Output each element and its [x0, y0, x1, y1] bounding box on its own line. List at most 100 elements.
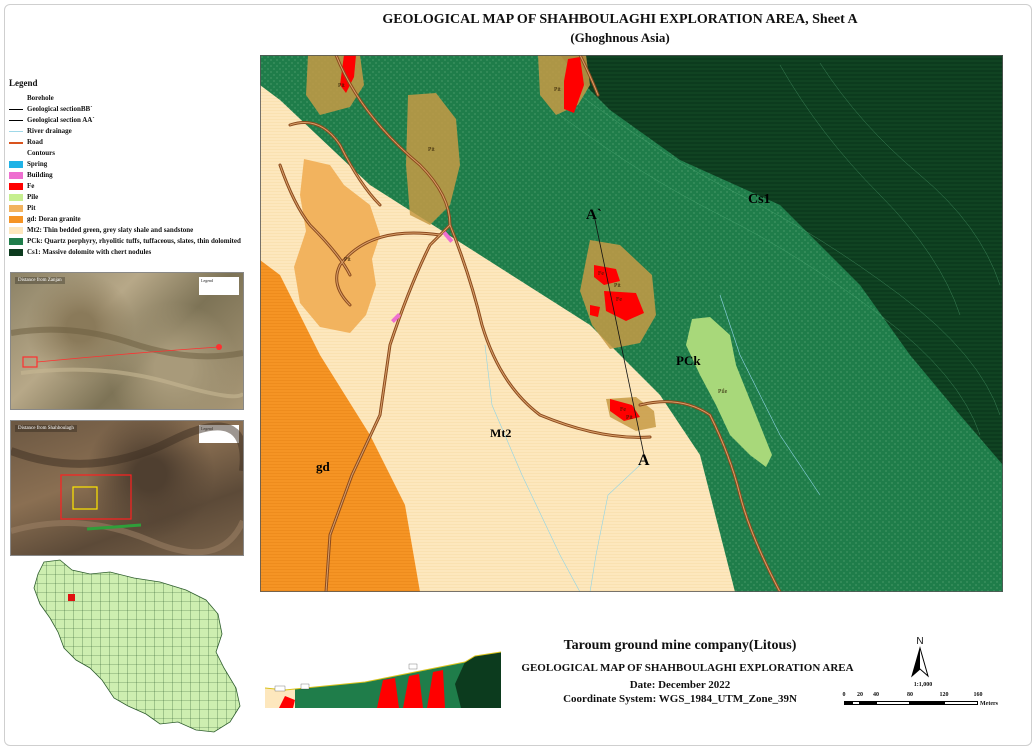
legend-swatch — [9, 194, 23, 201]
legend-swatch — [9, 139, 23, 146]
legend-title: Legend — [9, 78, 38, 88]
legend-item-label: PCk: Quartz porphyry, rhyolitic tuffs, t… — [27, 237, 241, 245]
coordinate-system: Coordinate System: WGS_1984_UTM_Zone_39N — [563, 693, 797, 705]
pit-label: Pit — [614, 283, 621, 289]
scale-unit: Meters — [980, 701, 998, 707]
label-cs1: Cs1 — [748, 192, 771, 207]
map-neatline — [260, 55, 1003, 592]
legend-item: Building — [9, 170, 249, 181]
legend-swatch — [9, 106, 23, 113]
legend-swatch — [9, 128, 23, 135]
section-fe — [279, 696, 295, 708]
geological-map: A` A Cs1 PCk Mt2 gd Pit Pit Pit Pit Pit … — [260, 55, 1003, 592]
legend-item: Road — [9, 137, 249, 148]
scale-tick-label: 0 — [842, 692, 846, 698]
legend-swatch — [9, 249, 23, 256]
legend-swatch — [9, 150, 23, 157]
legend-items: Borehole Geological sectionBB` Geological … — [9, 93, 249, 258]
legend-swatch — [9, 95, 23, 102]
geological-map-svg: A` A Cs1 PCk Mt2 gd Pit Pit Pit Pit Pit … — [260, 55, 1003, 592]
river-drainage — [484, 294, 821, 592]
fe-body — [604, 291, 644, 321]
fe-bodies — [340, 55, 644, 421]
section-fe-bodies — [279, 670, 445, 708]
building — [442, 231, 454, 243]
legend-swatch — [9, 117, 23, 124]
scale-tick-label: 120 — [939, 692, 949, 698]
building — [391, 313, 401, 323]
label-mt2: Mt2 — [490, 426, 511, 440]
section-label-box — [274, 685, 286, 692]
section-label-box — [408, 663, 418, 670]
fe-label: Fe — [620, 407, 626, 413]
roads — [278, 55, 782, 592]
pit-label: Pit — [428, 147, 435, 153]
scale-segment — [860, 701, 876, 705]
legend-swatch — [9, 238, 23, 245]
fe-body — [590, 305, 600, 317]
legend-item: Pile — [9, 192, 249, 203]
legend-item-label: Borehole — [27, 94, 54, 102]
pile-area — [686, 317, 772, 467]
scale-tick-label: 40 — [873, 692, 879, 698]
legend-item: Pit — [9, 203, 249, 214]
cross-section-svg — [264, 651, 502, 708]
scale-segment — [844, 701, 852, 705]
legend-item-label: River drainage — [27, 127, 72, 135]
legend-item: Spring — [9, 159, 249, 170]
legend-item-label: Pile — [27, 193, 39, 201]
label-a: A — [638, 452, 650, 469]
label-gd: gd — [316, 459, 331, 474]
legend-item: Fe — [9, 181, 249, 192]
north-label: N — [916, 636, 924, 647]
legend-item: PCk: Quartz porphyry, rhyolitic tuffs, t… — [9, 236, 249, 247]
map-subtitle: (Ghoghnous Asia) — [570, 30, 670, 45]
inset-shahboulagh-label: Distance from Shahboulagh — [15, 425, 77, 432]
legend-item: Geological section AA` — [9, 115, 249, 126]
legend-swatch — [9, 161, 23, 168]
inset-shahboulagh-sheet-box — [60, 474, 132, 520]
legend-item-label: Pit — [27, 204, 36, 212]
scale-segment — [876, 701, 910, 705]
contour-lines — [559, 62, 1001, 436]
company-name: Taroum ground mine company(Litous) — [563, 638, 797, 653]
scale-segment — [910, 701, 944, 705]
fe-label: Fe — [616, 297, 622, 303]
legend-item: Geological sectionBB` — [9, 104, 249, 115]
legend-swatch — [9, 172, 23, 179]
inset-shahboulagh-area-box — [72, 486, 98, 510]
section-cs1 — [455, 652, 501, 708]
scale-tick-label: 160 — [973, 692, 983, 698]
scale-tick-label: 20 — [857, 692, 863, 698]
legend-swatch — [9, 205, 23, 212]
pile-label: Pile — [718, 389, 728, 395]
inset-zanjan-satellite: Distance from Zanjan Legend — [10, 272, 244, 410]
label-pck: PCk — [676, 353, 701, 368]
map-title: GEOLOGICAL MAP OF SHAHBOULAGHI EXPLORATI… — [382, 12, 858, 27]
legend-item-label: Building — [27, 171, 53, 179]
scale-segment — [944, 701, 978, 705]
legend-item: Cs1: Massive dolomite with chert nodules — [9, 247, 249, 258]
unit-gd-doran-granite — [260, 260, 420, 592]
fe-body — [610, 399, 640, 421]
inset-zanjan-overlay — [11, 326, 243, 399]
legend-item: River drainage — [9, 126, 249, 137]
inset-zanjan-legend-title: Legend — [201, 278, 213, 283]
scale-segment — [852, 701, 860, 705]
legend: Legend Borehole Geological sectionBB` Geol… — [9, 78, 249, 258]
bottom-map-title: GEOLOGICAL MAP OF SHAHBOULAGHI EXPLORATI… — [521, 662, 854, 674]
scale-tick-label: 80 — [907, 692, 913, 698]
scale-bar: 0 20 40 80 120 160 Meters — [840, 692, 1036, 712]
legend-item: Contours — [9, 148, 249, 159]
pit-area — [406, 93, 460, 225]
page-frame — [4, 4, 1032, 746]
scale-ratio: 1:1,000 — [913, 682, 933, 688]
pit-label: Pit — [344, 257, 351, 263]
feature-labels: Pit Pit Pit Pit Pit Pit Pile Fe Fe Fe — [338, 83, 728, 421]
inset-zanjan-area-box — [22, 356, 38, 368]
iran-location-map — [10, 556, 250, 742]
inset-zanjan-legend: Legend — [199, 277, 239, 295]
iran-map-svg — [33, 559, 241, 733]
fe-label: Fe — [598, 271, 604, 277]
inset-zanjan-label: Distance from Zanjan — [15, 277, 65, 284]
